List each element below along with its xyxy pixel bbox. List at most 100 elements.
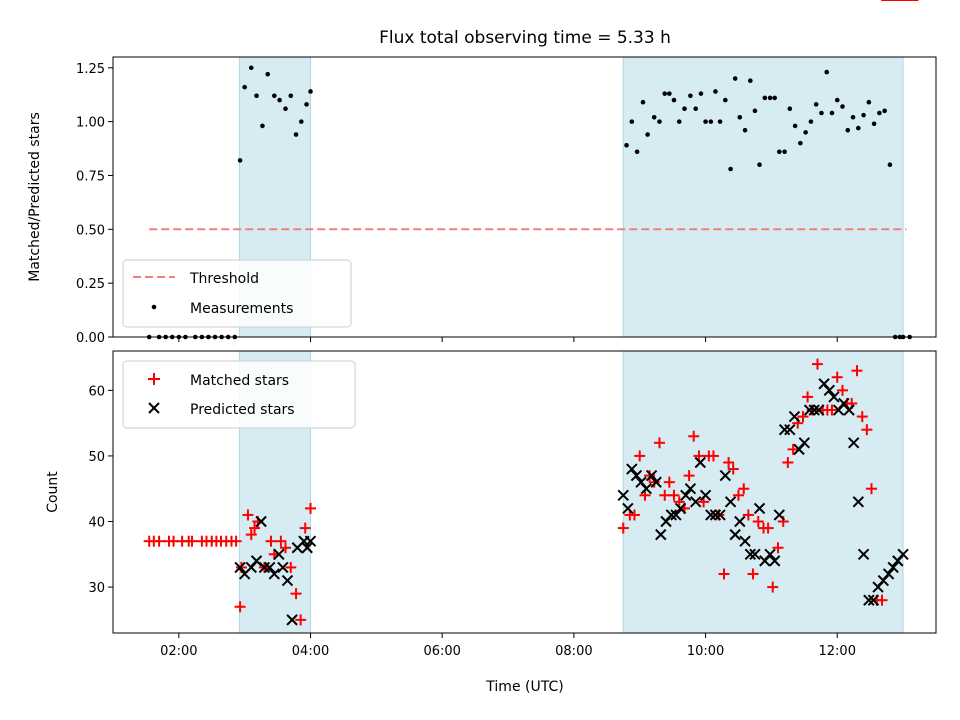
matched-star-point	[876, 594, 888, 606]
measurement-point	[237, 158, 243, 163]
matched-star-point	[718, 568, 730, 580]
measurement-point	[777, 149, 782, 155]
matched-star-point	[787, 443, 799, 455]
predicted-star-point	[273, 548, 285, 561]
measurement-point	[737, 115, 743, 120]
measurement-point	[845, 127, 851, 133]
measurement-point	[634, 149, 640, 155]
top-y-tick-label: 0.00	[76, 331, 105, 346]
matched-star-point	[772, 542, 784, 554]
measurement-point	[798, 140, 803, 146]
matched-star-point	[856, 411, 868, 423]
measurement-point	[624, 143, 629, 148]
measurement-point	[667, 91, 672, 96]
matched-star-point	[851, 365, 863, 377]
top-shaded-intervals	[238, 56, 904, 338]
predicted-star-point	[897, 548, 909, 561]
x-tick-label: 02:00	[160, 644, 197, 659]
matched-legend-marker	[148, 373, 160, 385]
measurement-point	[871, 121, 877, 127]
measurement-point	[308, 89, 313, 94]
bottom-y-tick-label: 50	[88, 450, 105, 465]
top-y-tick-label: 0.75	[76, 169, 105, 184]
matched-star-point	[295, 614, 307, 626]
predicted-star-point	[622, 502, 634, 515]
measurement-point	[723, 97, 728, 103]
predicted-star-point	[655, 528, 667, 541]
top-y-tick-label: 1.00	[76, 116, 105, 131]
measurement-point	[824, 69, 830, 75]
predicted-star-point	[277, 561, 289, 574]
matched-star-point	[628, 509, 640, 521]
measurement-point	[651, 115, 657, 120]
predicted-star-point	[813, 404, 825, 416]
predicted-star-point	[863, 594, 875, 606]
matched-star-point	[290, 588, 302, 600]
predicted-star-point	[724, 496, 737, 508]
predicted-star-point	[304, 535, 317, 547]
measurement-point	[748, 78, 753, 83]
predicted-star-point	[689, 496, 702, 508]
bottom-legend-box	[122, 360, 356, 429]
predicted-star-point	[301, 542, 313, 554]
predicted-star-point	[808, 404, 820, 416]
predicted-star-point	[843, 404, 855, 416]
measurement-point	[277, 97, 282, 103]
measurement-point	[265, 71, 271, 77]
measurement-point	[803, 130, 808, 135]
measurement-point	[808, 119, 814, 124]
matched-star-point	[747, 568, 759, 580]
bottom-y-tick-label: 60	[88, 384, 105, 399]
predicted-legend-marker	[148, 402, 160, 414]
measurement-point	[682, 106, 687, 111]
matched-star-point	[653, 437, 665, 449]
predicted-star-point	[286, 614, 298, 626]
matched-star-point	[688, 430, 700, 442]
measurement-point	[787, 106, 793, 111]
matched-star-point	[738, 483, 750, 495]
top-y-axis: 0.00 0.25 0.50 0.75 1.00 1.25	[76, 62, 113, 346]
x-tick-label: 08:00	[555, 644, 592, 659]
predicted-star-point	[784, 423, 796, 436]
predicted-star-point	[867, 594, 880, 606]
matched-star-point	[811, 358, 823, 370]
top-plot-area	[146, 65, 912, 340]
predicted-star-point	[773, 509, 786, 521]
predicted-star-point	[852, 496, 865, 508]
measurement-point	[887, 162, 893, 167]
predicted-star-point	[709, 509, 722, 521]
matched-star-point	[767, 581, 779, 593]
measurement-point	[813, 102, 819, 107]
x-tick-label: 04:00	[292, 644, 329, 659]
measurement-point	[698, 91, 704, 96]
x-tick-label: 10:00	[687, 644, 724, 659]
predicted-star-point	[729, 528, 741, 541]
shaded-interval	[622, 56, 904, 338]
bottom-plot-area	[143, 0, 919, 626]
predicted-star-point	[803, 404, 816, 416]
bottom-y-axis-label: Count	[45, 471, 61, 513]
predicted-star-point	[739, 535, 751, 547]
measurement-point	[861, 112, 866, 118]
predicted-star-point	[694, 456, 706, 469]
measurement-point	[840, 104, 845, 109]
measurement-point	[877, 110, 882, 116]
measurement-point	[293, 132, 299, 137]
matched-star-point	[234, 601, 246, 613]
measurement-point	[248, 65, 254, 71]
legend-predicted-label: Predicted stars	[190, 402, 295, 418]
predicted-star-point	[857, 548, 870, 561]
matched-star-point	[186, 535, 198, 547]
predicted-star-point	[847, 437, 860, 449]
measurements-legend-marker	[151, 304, 157, 310]
matched-star-point	[242, 509, 254, 521]
measurement-point	[762, 95, 768, 101]
measurement-point	[283, 106, 288, 111]
bottom-frame	[112, 350, 937, 634]
matched-star-point	[865, 483, 877, 495]
measurement-point	[671, 97, 677, 103]
matched-star-point	[797, 411, 809, 423]
predicted-star-point	[263, 561, 276, 574]
predicted-star-point	[753, 502, 766, 515]
matched-star-point	[617, 522, 629, 534]
